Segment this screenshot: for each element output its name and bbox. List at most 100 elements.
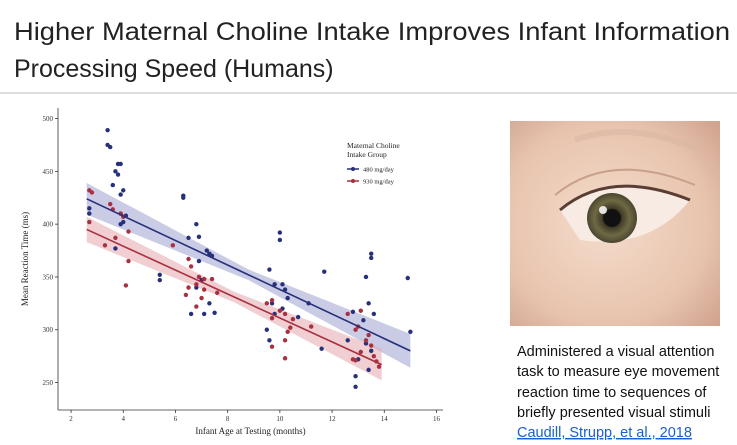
fit-line — [86, 228, 382, 366]
data-point — [201, 276, 207, 282]
data-point — [118, 221, 123, 227]
data-point — [196, 234, 202, 240]
data-point — [121, 188, 126, 193]
x-tick-label: 8 — [226, 415, 230, 423]
data-point — [361, 318, 366, 323]
data-point — [285, 295, 290, 301]
data-point — [267, 267, 272, 272]
y-tick-label: 400 — [43, 221, 54, 229]
caption: reaction time to sequences of — [517, 385, 707, 401]
data-point — [264, 327, 270, 332]
data-point — [201, 311, 207, 317]
data-point — [118, 161, 123, 167]
data-point — [371, 353, 377, 359]
data-point — [358, 308, 363, 313]
data-point — [215, 290, 220, 295]
data-point — [369, 348, 374, 354]
data-point — [277, 237, 283, 243]
data-point — [108, 144, 113, 150]
data-point — [366, 367, 371, 373]
data-point — [363, 274, 369, 280]
slide-title: Processing Speed (Humans) — [14, 55, 334, 83]
y-tick-label: 450 — [43, 168, 54, 176]
data-point — [319, 346, 324, 351]
data-point — [358, 349, 363, 355]
data-point — [201, 287, 207, 292]
data-point — [126, 258, 131, 264]
data-point — [369, 251, 374, 256]
x-tick-label: 2 — [69, 415, 73, 423]
data-point — [181, 195, 186, 200]
data-point — [366, 332, 371, 338]
data-point — [369, 343, 374, 348]
data-point — [194, 221, 199, 227]
data-point — [123, 283, 129, 288]
caption: task to measure eye movement — [517, 364, 719, 380]
data-point — [108, 201, 113, 207]
data-point — [295, 314, 301, 320]
data-point — [87, 206, 92, 211]
legend-label: 480 mg/day — [363, 166, 395, 173]
data-point — [269, 344, 275, 349]
data-point — [204, 248, 209, 253]
data-point — [363, 338, 369, 343]
x-tick-label: 6 — [174, 415, 178, 423]
data-point — [188, 264, 194, 269]
data-point — [269, 315, 275, 321]
data-point — [363, 341, 369, 346]
data-point — [118, 192, 123, 197]
data-point — [267, 338, 272, 343]
caption: Administered a visual attention — [517, 344, 714, 360]
data-point — [157, 277, 162, 283]
caption: briefly presented visual stimuli — [517, 405, 710, 421]
x-tick-label: 10 — [276, 415, 284, 423]
baby-photo — [510, 121, 720, 326]
data-point — [277, 230, 283, 235]
data-point — [345, 338, 350, 343]
data-point — [371, 311, 377, 317]
data-point — [113, 235, 118, 241]
citation-link[interactable]: Caudill, Strupp, et al., 2018 — [517, 425, 692, 441]
data-point — [102, 243, 108, 248]
data-point — [89, 190, 95, 195]
data-point — [170, 243, 176, 248]
data-point — [282, 338, 288, 343]
data-point — [353, 327, 358, 332]
data-point — [369, 255, 374, 261]
data-point — [196, 258, 202, 264]
data-point — [209, 276, 215, 282]
x-tick-label: 12 — [329, 415, 337, 423]
data-point — [194, 285, 199, 290]
x-tick-label: 14 — [381, 415, 389, 423]
x-tick-label: 4 — [122, 415, 126, 423]
y-tick-label: 300 — [43, 326, 54, 334]
data-point — [408, 329, 413, 335]
data-point — [110, 182, 116, 188]
data-point — [269, 301, 275, 306]
data-point — [353, 358, 358, 363]
data-point — [126, 229, 131, 234]
data-point — [322, 269, 327, 274]
data-point — [282, 356, 288, 361]
data-point — [290, 316, 296, 322]
x-axis-label: Infant Age at Testing (months) — [195, 426, 305, 436]
data-point — [87, 211, 92, 216]
data-point — [199, 295, 204, 301]
data-point — [212, 310, 217, 316]
chart: 250 300 350 400 450 500 2 4 6 8 10 12 14 16 Infant Age… — [20, 108, 443, 436]
legend-dot — [351, 167, 355, 171]
data-point — [345, 311, 350, 317]
data-point — [277, 308, 283, 313]
data-point — [280, 282, 285, 287]
data-point — [308, 324, 314, 329]
fit-line — [86, 198, 411, 352]
data-point — [269, 297, 275, 303]
data-point — [288, 325, 293, 330]
legend-dot — [351, 179, 355, 183]
data-point — [272, 282, 277, 287]
confidence-band — [86, 216, 382, 381]
legend-title: Maternal Choline — [347, 141, 400, 150]
data-point — [353, 384, 358, 389]
data-point — [264, 301, 270, 306]
